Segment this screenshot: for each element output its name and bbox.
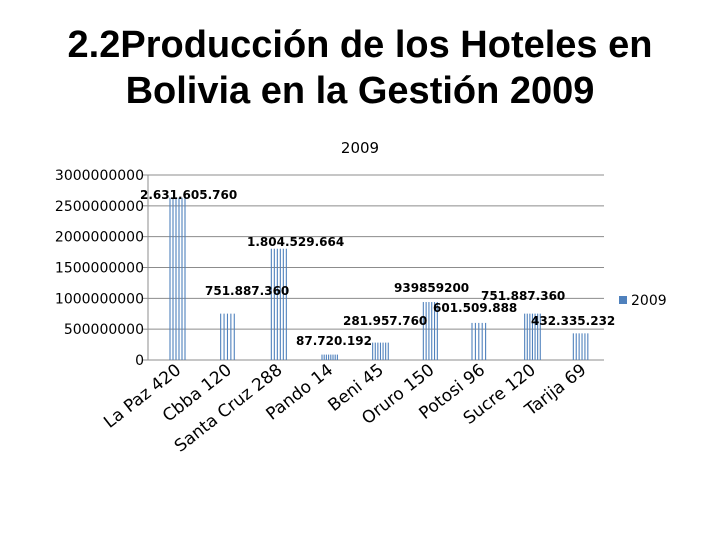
y-tick-label: 0 (135, 353, 144, 369)
data-label: 2.631.605.760 (140, 188, 237, 202)
bar (372, 342, 389, 360)
legend-swatch (619, 296, 627, 304)
bar (471, 322, 487, 360)
bar (220, 313, 235, 360)
y-axis: 3000000000 2500000000 2000000000 1500000000… (55, 168, 149, 369)
chart-title: 2009 (341, 139, 379, 157)
y-tick-label: 2500000000 (55, 199, 144, 215)
data-label: 751.887.360 (481, 289, 565, 303)
bar (524, 313, 541, 360)
legend-label: 2009 (631, 293, 667, 309)
data-label: 87.720.192 (296, 334, 372, 348)
slide-title: 2.2Producción de los Hoteles en Bolivia … (0, 22, 720, 114)
data-label: 601.509.888 (433, 301, 517, 315)
data-label: 751.887.360 (205, 284, 289, 298)
y-tick-label: 500000000 (64, 322, 144, 338)
bar (169, 197, 186, 360)
bar (422, 302, 438, 360)
legend: 2009 (619, 293, 667, 309)
y-tick-label: 1500000000 (55, 261, 144, 277)
slide-title-line-1: 2.2Producción de los Hoteles en (67, 24, 653, 66)
bar (270, 248, 287, 360)
data-label: 432.335.232 (531, 314, 615, 328)
data-label: 939859200 (394, 281, 469, 295)
data-label: 1.804.529.664 (247, 235, 344, 249)
y-tick-label: 1000000000 (55, 291, 144, 307)
bars (169, 197, 589, 360)
y-tick-label: 2000000000 (55, 230, 144, 246)
bar (572, 333, 589, 360)
data-label: 281.957.760 (343, 314, 427, 328)
data-labels: 2.631.605.760 751.887.360 1.804.529.664 87.… (140, 188, 615, 348)
y-tick-label: 3000000000 (55, 168, 144, 184)
slide-title-line-2: Bolivia en la Gestión 2009 (125, 70, 595, 112)
bar (321, 354, 338, 360)
